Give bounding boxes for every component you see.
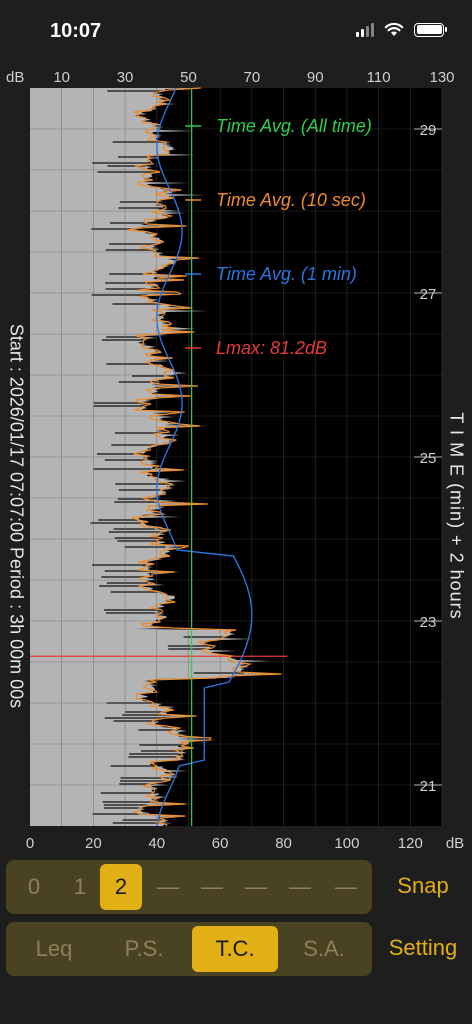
bottom-axis-tick: 40 (148, 835, 165, 852)
time-axis-tick: 23 (420, 614, 437, 631)
avg-10sec-line (127, 87, 282, 827)
cellular-signal-icon (356, 22, 374, 37)
top-axis-unit: dB (6, 69, 24, 86)
time-axis-title: T I M E (min) + 2 hours (446, 412, 467, 620)
snap-option-7[interactable]: — (335, 874, 357, 899)
top-axis-tick: 90 (307, 69, 324, 86)
noise-chart[interactable]: dB 10 30 50 70 90 110 130 0 20 40 60 80 100 120 dB 29 27 2… (0, 62, 472, 852)
time-axis-tick: 29 (420, 122, 437, 139)
start-period-label: Start : 2026/01/17 07:07:00 Period : 3h … (6, 323, 27, 709)
battery-icon (414, 22, 447, 37)
top-axis-tick: 130 (429, 69, 454, 86)
wifi-icon (384, 22, 404, 36)
snap-option-1[interactable]: 1 (73, 874, 87, 899)
snap-option-5[interactable]: — (245, 874, 267, 899)
bottom-axis-tick: 0 (26, 835, 34, 852)
snap-button[interactable]: Snap (397, 873, 449, 898)
setting-button[interactable]: Setting (388, 935, 458, 960)
snap-option-4[interactable]: — (201, 874, 223, 899)
avg-1min-line (156, 87, 253, 827)
bottom-axis-unit: dB (446, 835, 464, 852)
annotation-label: Time Avg. (All time) (216, 116, 372, 136)
chart-svg: dB 10 30 50 70 90 110 130 0 20 40 60 80 100 120 dB 29 27 2… (6, 69, 464, 852)
bottom-axis-tick: 80 (275, 835, 292, 852)
top-axis-tick: 10 (53, 69, 70, 86)
bottom-axis-tick: 20 (85, 835, 102, 852)
snap-selector: 0 1 2 — — — — — (6, 860, 372, 914)
mode-tab-ps[interactable]: P.S. (124, 936, 164, 961)
level-area (30, 88, 279, 826)
top-axis-tick: 110 (367, 69, 391, 86)
top-axis-tick: 50 (180, 69, 197, 86)
snap-option-0[interactable]: 0 (27, 874, 41, 899)
annotation-label: Time Avg. (1 min) (216, 264, 357, 284)
mode-tab-sa[interactable]: S.A. (303, 936, 345, 961)
annotation-label: Time Avg. (10 sec) (216, 190, 366, 210)
snap-option-2[interactable]: 2 (100, 864, 142, 910)
mode-selector: Leq P.S. T.C. S.A. (6, 922, 372, 976)
status-icons (356, 22, 447, 37)
mode-tab-leq[interactable]: Leq (35, 936, 73, 961)
top-axis-tick: 70 (244, 69, 261, 86)
time-axis-tick: 21 (420, 778, 437, 795)
top-axis-tick: 30 (117, 69, 134, 86)
annotation-label: Lmax: 81.2dB (216, 338, 327, 358)
mode-tab-tc[interactable]: T.C. (192, 926, 278, 972)
time-axis-tick: 27 (420, 286, 437, 303)
snap-option-6[interactable]: — (289, 874, 311, 899)
bottom-axis-tick: 100 (334, 835, 359, 852)
status-time: 10:07 (50, 20, 102, 42)
bottom-axis-tick: 120 (398, 835, 423, 852)
bottom-axis-tick: 60 (212, 835, 229, 852)
status-bar: 10:07 (0, 0, 472, 62)
time-axis-tick: 25 (420, 450, 437, 467)
snap-option-3[interactable]: — (157, 874, 179, 899)
